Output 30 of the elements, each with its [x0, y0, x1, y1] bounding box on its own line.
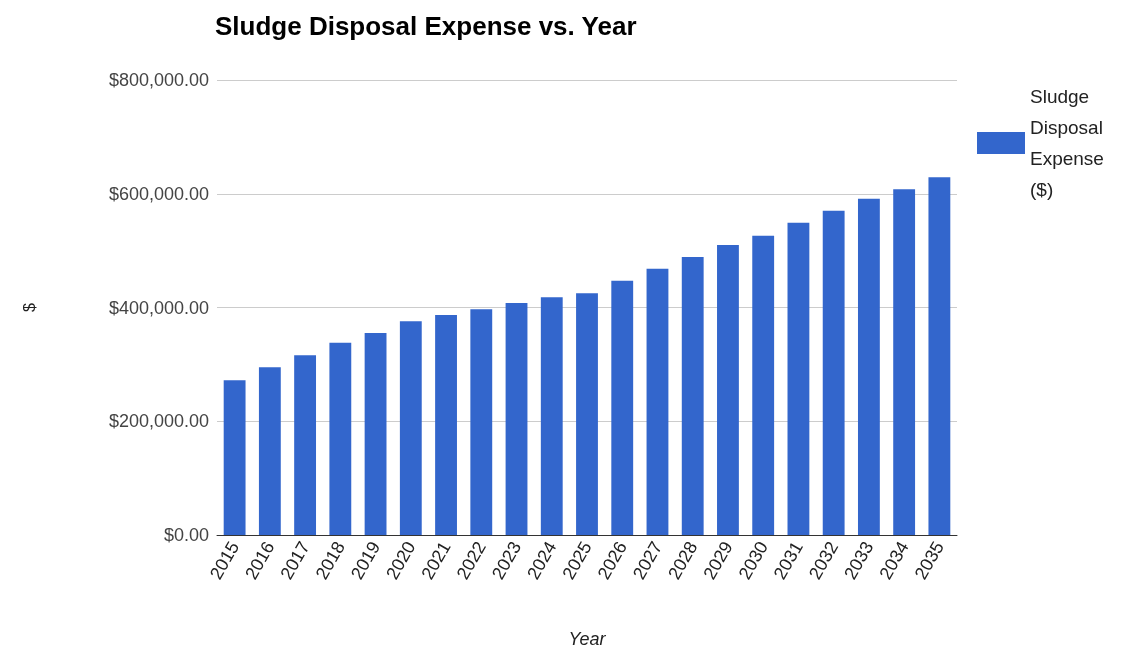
bar	[822, 210, 845, 535]
y-tick-label: $800,000.00	[108, 70, 209, 90]
bar	[717, 244, 739, 535]
bar	[540, 297, 563, 535]
y-axis-title: $	[20, 302, 38, 312]
y-tick-label: $400,000.00	[108, 297, 209, 318]
bar	[611, 280, 634, 535]
bar	[258, 367, 281, 535]
bar	[646, 268, 669, 535]
chart-title: Sludge Disposal Expense vs. Year	[215, 11, 637, 41]
bar	[857, 198, 880, 535]
x-axis-title: Year	[568, 629, 607, 649]
bar	[470, 309, 493, 535]
bar	[681, 256, 704, 535]
bar	[223, 380, 246, 535]
bar	[787, 222, 810, 535]
bar	[505, 302, 528, 535]
y-tick-label: $200,000.00	[108, 411, 209, 432]
bar	[576, 293, 598, 535]
y-tick-label: $0.00	[163, 525, 209, 545]
bar	[364, 333, 387, 535]
bar	[435, 314, 457, 535]
bar	[752, 235, 775, 535]
bar	[329, 342, 352, 535]
bar	[893, 189, 916, 535]
y-tick-label: $600,000.00	[108, 183, 209, 204]
bar	[399, 321, 422, 535]
legend-label: Sludge Disposal Expense ($)	[1030, 86, 1110, 200]
bar	[294, 355, 317, 535]
bar	[928, 177, 951, 535]
